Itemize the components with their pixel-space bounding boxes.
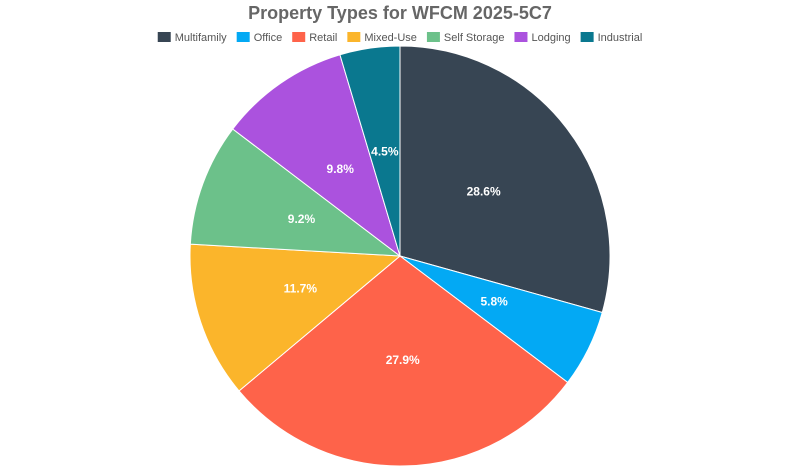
legend-label: Retail <box>309 32 337 44</box>
pie-slice <box>339 45 401 257</box>
legend-label: Self Storage <box>444 32 505 44</box>
pie-slice <box>399 45 611 314</box>
legend: Multifamily Office Retail Mixed-Use Self Sto… <box>157 32 643 44</box>
slice-label: 9.2% <box>288 212 316 226</box>
pie-slice <box>238 255 569 467</box>
legend-swatch <box>580 32 594 42</box>
legend-swatch <box>236 32 250 42</box>
legend-swatch <box>347 32 361 42</box>
legend-swatch <box>514 32 528 42</box>
legend-label: Lodging <box>531 32 570 44</box>
chart-title: Property Types for WFCM 2025-5C7 <box>248 3 552 23</box>
slice-label: 9.8% <box>327 162 355 176</box>
legend-label: Industrial <box>598 32 643 44</box>
slice-label: 27.9% <box>386 353 420 367</box>
legend-swatch <box>426 32 440 42</box>
slice-label: 4.5% <box>371 144 399 158</box>
slice-label: 28.6% <box>467 185 501 199</box>
legend-swatch <box>157 32 171 42</box>
pie-slice <box>232 54 401 258</box>
legend-label: Mixed-Use <box>364 32 417 44</box>
slice-label: 5.8% <box>480 295 508 309</box>
legend-label: Multifamily <box>175 32 227 44</box>
pie-slice <box>189 243 402 392</box>
slice-label: 11.7% <box>284 281 318 295</box>
pie-slice <box>189 128 402 257</box>
legend-swatch <box>292 32 306 42</box>
legend-label: Office <box>254 32 283 44</box>
